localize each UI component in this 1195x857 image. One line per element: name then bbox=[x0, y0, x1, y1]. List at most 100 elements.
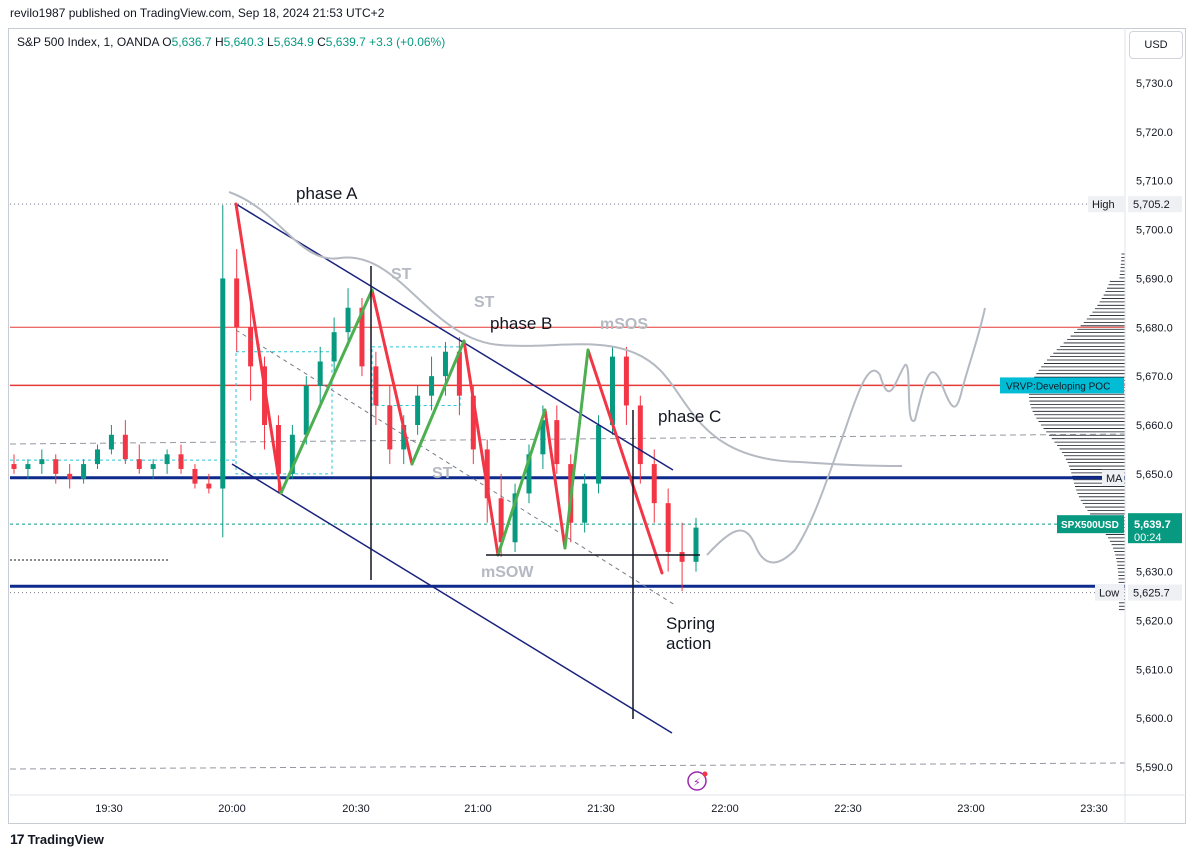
upper-dashed-line bbox=[9, 433, 1126, 445]
alert-circle-icon bbox=[687, 771, 707, 791]
candle-body bbox=[401, 425, 407, 450]
candle-body bbox=[248, 327, 254, 367]
x-tick-label: 21:00 bbox=[464, 803, 492, 815]
candle-body bbox=[136, 459, 142, 469]
chart-annotation: ST bbox=[474, 294, 495, 311]
vrvp-tag-label: VRVP:Developing POC bbox=[1006, 381, 1110, 392]
candle-body bbox=[192, 468, 198, 484]
legend-high-label: H bbox=[214, 35, 224, 49]
candle-body bbox=[582, 483, 588, 523]
currency-button[interactable]: USD bbox=[1129, 31, 1183, 59]
y-tick-label: 5,730.0 bbox=[1136, 78, 1173, 90]
candle-body bbox=[289, 434, 295, 474]
chart-annotation: phase C bbox=[658, 407, 721, 426]
x-tick-label: 23:00 bbox=[957, 803, 985, 815]
price-tag-label-bg bbox=[1102, 469, 1124, 486]
price-tag-label-bg bbox=[1095, 584, 1124, 601]
candle-body bbox=[470, 395, 476, 450]
price-tag-label: Low bbox=[1099, 588, 1119, 600]
candle-body bbox=[11, 464, 17, 469]
chart-annotation: phase A bbox=[296, 184, 358, 203]
countdown-value: 00:24 bbox=[1134, 532, 1162, 544]
legend-close-value: 5,639.7 bbox=[325, 35, 366, 49]
x-tick-label: 20:30 bbox=[342, 803, 370, 815]
last-price-tag-bg bbox=[1128, 513, 1182, 544]
chart-legend: S&P 500 Index, 1, OANDA O5,636.7 H5,640.… bbox=[17, 35, 445, 49]
x-tick-label: 19:30 bbox=[95, 803, 123, 815]
y-tick-label: 5,650.0 bbox=[1136, 469, 1173, 481]
x-tick-label: 22:00 bbox=[711, 803, 739, 815]
y-tick-label: 5,700.0 bbox=[1136, 225, 1173, 237]
tradingview-footer: 17 TradingView bbox=[10, 831, 104, 847]
chart-annotation: phase B bbox=[490, 314, 552, 333]
candle-body bbox=[442, 351, 448, 377]
wave-leg-down bbox=[586, 348, 664, 575]
alert-dot-icon bbox=[702, 771, 708, 777]
price-tag-value: 5,705.2 bbox=[1133, 199, 1170, 211]
chart-annotation: mSOS bbox=[600, 316, 648, 333]
vrvp-tag-bg bbox=[1000, 377, 1124, 394]
wave-leg-up bbox=[279, 288, 374, 495]
candle-body bbox=[234, 278, 240, 328]
candle-body bbox=[359, 307, 365, 367]
chart-annotation: Spring bbox=[666, 614, 715, 633]
y-tick-label: 5,590.0 bbox=[1136, 762, 1173, 774]
price-tag-label: MA bbox=[1106, 473, 1123, 485]
wave-leg-down bbox=[370, 288, 414, 466]
y-tick-label: 5,680.0 bbox=[1136, 322, 1173, 334]
candle-body bbox=[345, 307, 351, 333]
chart-annotation: mSOW bbox=[481, 564, 534, 581]
chart-annotation: ST bbox=[432, 465, 453, 482]
candle-body bbox=[303, 385, 309, 435]
candle-body bbox=[512, 493, 518, 543]
candle-body bbox=[150, 464, 156, 469]
projection-curve-lower bbox=[706, 307, 986, 564]
legend-low-value: 5,634.9 bbox=[273, 35, 314, 49]
wave-leg-down bbox=[543, 408, 567, 550]
candle-body bbox=[317, 361, 323, 386]
candle-body bbox=[498, 498, 504, 543]
legend-high-value: 5,640.3 bbox=[223, 35, 264, 49]
candle-body bbox=[623, 356, 629, 406]
candle-body bbox=[122, 434, 128, 460]
candle-body bbox=[456, 351, 462, 396]
candle-body bbox=[415, 395, 421, 425]
wave-leg-up bbox=[563, 348, 590, 550]
channel-upper-line bbox=[235, 203, 674, 471]
symbol-tag-bg bbox=[1057, 515, 1124, 534]
chart-frame bbox=[8, 28, 1186, 824]
candle-body bbox=[331, 332, 337, 362]
candle-body bbox=[651, 464, 657, 504]
candle-body bbox=[95, 449, 101, 465]
candle-body bbox=[206, 483, 212, 489]
candle-body bbox=[178, 454, 184, 469]
lightning-icon: ⚡ bbox=[693, 776, 701, 789]
cyan-range-box bbox=[235, 351, 333, 475]
wave-leg-up bbox=[496, 408, 547, 557]
price-tag-value-bg bbox=[1128, 584, 1182, 601]
symbol-tag-label: SPX500USD bbox=[1061, 520, 1119, 531]
candle-body bbox=[53, 459, 59, 474]
candle-body bbox=[540, 420, 546, 455]
candle-body bbox=[220, 278, 226, 489]
candle-body bbox=[596, 425, 602, 484]
y-tick-label: 5,720.0 bbox=[1136, 127, 1173, 139]
candle-body bbox=[25, 464, 31, 469]
candle-body bbox=[429, 376, 435, 396]
y-tick-label: 5,670.0 bbox=[1136, 371, 1173, 383]
candle-body bbox=[81, 464, 87, 479]
candle-body bbox=[39, 459, 45, 465]
tradingview-brand: TradingView bbox=[27, 831, 104, 847]
candle-body bbox=[693, 527, 699, 562]
legend-symbol[interactable]: S&P 500 Index, 1, OANDA bbox=[17, 35, 159, 49]
candle-body bbox=[554, 420, 560, 465]
chart-annotation: ST bbox=[391, 266, 412, 283]
candle-body bbox=[679, 552, 685, 562]
y-tick-label: 5,710.0 bbox=[1136, 176, 1173, 188]
wave-leg-down bbox=[462, 339, 500, 557]
projection-curve-upper bbox=[228, 191, 903, 467]
price-tag-label-bg bbox=[1088, 196, 1124, 213]
y-tick-label: 5,630.0 bbox=[1136, 567, 1173, 579]
candle-body bbox=[108, 434, 114, 450]
